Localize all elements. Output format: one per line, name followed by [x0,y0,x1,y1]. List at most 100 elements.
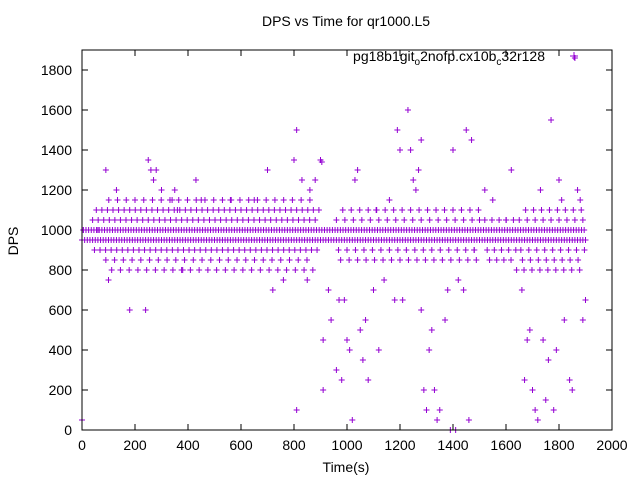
data-point [155,257,162,263]
data-point [160,207,167,213]
data-point [147,167,154,173]
data-point [561,317,568,323]
data-point [569,387,576,393]
data-point [114,197,121,203]
data-point [426,347,433,353]
data-point [245,217,252,223]
data-point [102,257,109,263]
data-point [249,207,256,213]
data-point [143,207,150,213]
data-point [217,217,224,223]
data-point [503,217,509,223]
y-tick-label: 800 [49,262,73,278]
data-point [405,257,412,263]
data-point [219,197,226,203]
data-point [422,257,429,263]
data-point [469,217,476,223]
data-point [158,197,165,203]
data-point [295,217,302,223]
axis-ticks: 0 200 400 600 800 1000 1200 1400 1600 1800 2000 0 20… [41,50,628,453]
legend-label-part: 2nofp.cx10b [420,48,496,64]
data-point [271,207,278,213]
data-point [444,287,451,293]
data-point [186,247,193,253]
data-point [126,267,133,273]
data-point [213,247,220,253]
data-point [304,277,311,283]
data-point [529,387,536,393]
data-point [274,267,281,273]
data-point [122,217,129,223]
data-point [344,247,350,253]
data-point [543,257,550,263]
data-point [105,197,112,203]
x-tick-label: 800 [282,437,306,453]
data-point [98,207,105,213]
data-point [216,257,223,263]
data-point [108,247,115,253]
data-point [106,217,113,223]
data-point [180,247,187,253]
data-point [399,297,406,303]
legend-marker [570,52,578,60]
data-point [93,207,100,213]
data-point [369,247,376,253]
y-tick-label: 600 [49,302,73,318]
data-point [365,377,372,383]
data-point [265,207,272,213]
data-point [301,217,308,223]
data-point [199,257,206,263]
data-point [187,267,194,273]
data-point [173,217,180,223]
data-point [153,167,160,173]
data-point [291,157,297,163]
x-tick-label: 1200 [384,437,415,453]
x-tick-label: 200 [123,437,147,453]
data-point [298,177,305,183]
data-point [525,247,532,253]
data-point [306,187,313,193]
data-point [89,217,96,223]
x-tick-label: 1600 [490,437,521,453]
data-point [354,167,361,173]
data-point [292,267,299,273]
data-point [141,247,148,253]
data-point [225,247,232,253]
data-point [219,247,226,253]
data-point [223,217,230,223]
data-point [117,217,124,223]
data-point [297,247,304,253]
data-point [521,267,528,273]
data-point [172,257,179,263]
data-point [519,257,526,263]
data-point [111,217,118,223]
data-point [375,217,382,223]
data-point [135,247,142,253]
data-point [436,407,443,413]
data-point [464,257,471,263]
data-point [156,217,163,223]
data-point [189,217,196,223]
data-point [208,247,215,253]
data-point [174,247,181,253]
data-point [152,247,159,253]
data-point [286,247,293,253]
chart-title: DPS vs Time for qr1000.L5 [262,13,430,29]
data-point [295,257,302,263]
data-point [238,207,244,213]
data-point [269,247,276,253]
data-point [337,257,344,263]
data-point [301,267,308,273]
data-point [533,247,540,253]
data-point [110,207,117,213]
data-point [349,417,356,423]
data-point [560,267,567,273]
data-point [407,147,414,153]
data-point [94,227,101,233]
data-point [404,107,411,113]
data-point [163,247,170,253]
data-point [200,217,207,223]
data-point [437,247,444,253]
data-point [104,207,111,213]
